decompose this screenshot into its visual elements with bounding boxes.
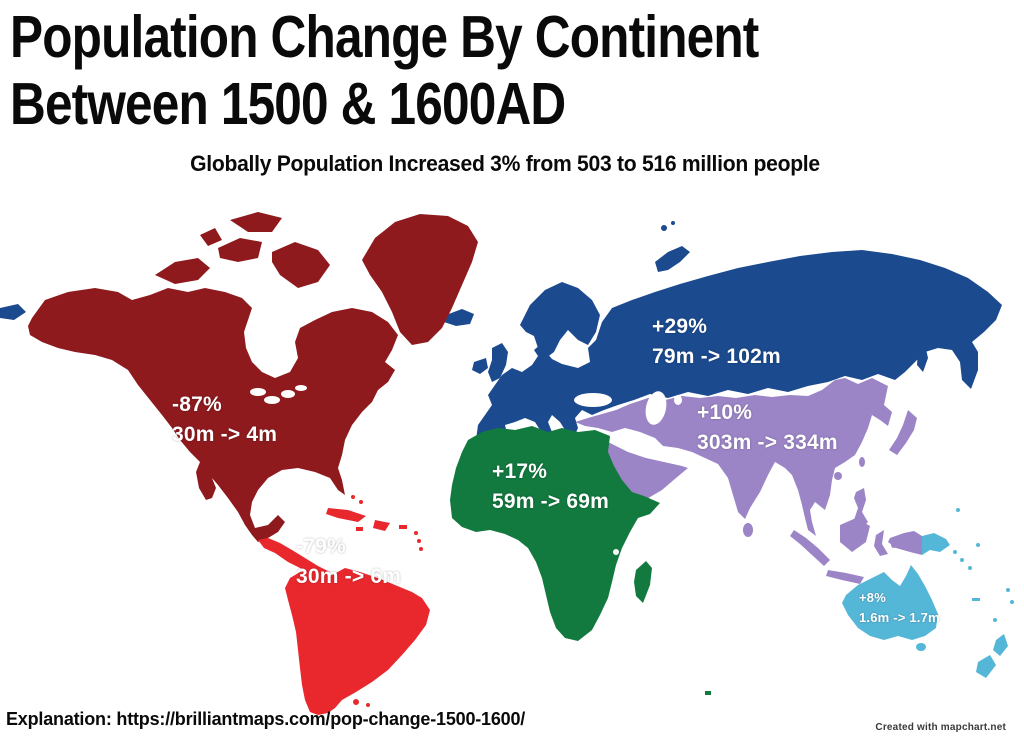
iceland[interactable] xyxy=(444,309,474,326)
siberia-west-wrap[interactable] xyxy=(0,304,26,320)
label-africa: +17% 59m -> 69m xyxy=(492,457,609,517)
world-map-svg xyxy=(0,212,1014,715)
great-lake-2 xyxy=(264,396,280,404)
pacific-island-6[interactable] xyxy=(1010,600,1014,604)
scandinavia[interactable] xyxy=(520,282,600,358)
madagascar[interactable] xyxy=(634,561,652,603)
pacific-island-1[interactable] xyxy=(953,550,957,554)
label-asia: +10% 303m -> 334m xyxy=(697,398,838,458)
antilles-3[interactable] xyxy=(419,547,423,551)
hainan[interactable] xyxy=(834,472,842,480)
pacific-island-7[interactable] xyxy=(993,618,997,622)
af-change: +17% xyxy=(492,460,548,483)
sri-lanka[interactable] xyxy=(743,523,753,537)
eu-change: +29% xyxy=(652,315,708,338)
caspian-sea xyxy=(645,391,667,425)
great-lake-4 xyxy=(295,385,307,391)
bahamas-2[interactable] xyxy=(359,500,363,504)
tasmania[interactable] xyxy=(916,643,926,651)
pacific-island-4[interactable] xyxy=(976,543,980,547)
great-lake-3 xyxy=(281,390,295,398)
explanation-url: Explanation: https://brilliantmaps.com/p… xyxy=(6,709,526,729)
java[interactable] xyxy=(826,570,864,584)
sa-population: 30m -> 6m xyxy=(296,564,402,588)
world-map xyxy=(0,200,1024,746)
new-zealand-south[interactable] xyxy=(976,655,996,678)
central-america[interactable] xyxy=(258,538,330,580)
na-population: 30m -> 4m xyxy=(172,422,278,446)
eu-population: 79m -> 102m xyxy=(652,344,781,368)
greenland[interactable] xyxy=(362,214,478,345)
borneo[interactable] xyxy=(840,518,870,552)
south-america-mainland[interactable] xyxy=(285,568,430,715)
pacific-island-5[interactable] xyxy=(1006,588,1010,592)
baffin-island[interactable] xyxy=(272,242,330,288)
region-south-america[interactable] xyxy=(258,495,430,715)
sa-change: -79% xyxy=(296,535,346,558)
falklands-2[interactable] xyxy=(366,703,370,707)
lake-victoria xyxy=(613,549,619,555)
af-population: 59m -> 69m xyxy=(492,489,609,513)
new-zealand-north[interactable] xyxy=(993,634,1008,656)
new-guinea-east[interactable] xyxy=(922,533,950,555)
region-north-america[interactable] xyxy=(28,212,478,542)
svalbard-2[interactable] xyxy=(671,221,675,225)
black-sea xyxy=(574,393,612,407)
puerto-rico[interactable] xyxy=(399,525,407,529)
africa-mainland[interactable] xyxy=(450,426,660,641)
falklands-1[interactable] xyxy=(353,699,359,705)
svalbard[interactable] xyxy=(661,225,667,231)
label-oceania: +8% 1.6m -> 1.7m xyxy=(859,588,940,627)
japan[interactable] xyxy=(889,410,917,455)
antilles-1[interactable] xyxy=(414,531,418,535)
antilles-2[interactable] xyxy=(417,539,421,543)
kerguelen[interactable] xyxy=(705,691,711,695)
great-britain[interactable] xyxy=(488,343,508,382)
label-europe: +29% 79m -> 102m xyxy=(652,312,781,372)
arctic-island-1[interactable] xyxy=(155,258,210,284)
mapchart-credit: Created with mapchart.net xyxy=(875,722,1006,733)
title-line-1: Population Change By Continent xyxy=(10,4,759,70)
jamaica[interactable] xyxy=(356,527,363,531)
label-south-america: -79% 30m -> 6m xyxy=(296,532,401,592)
sumatra[interactable] xyxy=(790,530,830,566)
na-change: -87% xyxy=(172,393,222,416)
new-guinea-west[interactable] xyxy=(888,531,922,555)
aral-sea xyxy=(674,395,682,405)
ireland[interactable] xyxy=(472,358,488,374)
subtitle: Globally Population Increased 3% from 50… xyxy=(190,151,820,176)
sulawesi[interactable] xyxy=(874,530,888,556)
pacific-island-8[interactable] xyxy=(956,508,960,512)
taiwan[interactable] xyxy=(859,457,865,467)
label-north-america: -87% 30m -> 4m xyxy=(172,390,277,450)
as-change: +10% xyxy=(697,401,753,424)
novaya-zemlya[interactable] xyxy=(655,246,690,272)
pacific-island-3[interactable] xyxy=(968,566,972,570)
page-title: Population Change By Continent Between 1… xyxy=(10,4,759,137)
new-caledonia[interactable] xyxy=(972,598,980,601)
cuba[interactable] xyxy=(326,508,366,522)
australia[interactable] xyxy=(842,565,938,640)
bahamas-1[interactable] xyxy=(351,495,355,499)
title-line-2: Between 1500 & 1600AD xyxy=(10,70,566,137)
hispaniola[interactable] xyxy=(373,520,390,531)
region-oceania[interactable] xyxy=(842,508,1014,678)
region-africa[interactable] xyxy=(450,426,711,695)
oc-change: +8% xyxy=(859,590,886,605)
water-overlays xyxy=(250,385,682,555)
great-lake-1 xyxy=(250,388,266,396)
pacific-island-2[interactable] xyxy=(960,558,964,562)
arctic-island-3[interactable] xyxy=(230,212,282,232)
oc-population: 1.6m -> 1.7m xyxy=(859,609,940,625)
north-america-mainland[interactable] xyxy=(28,288,398,542)
as-population: 303m -> 334m xyxy=(697,430,838,454)
arctic-island-4[interactable] xyxy=(200,228,222,246)
arctic-island-2[interactable] xyxy=(218,238,262,262)
sakhalin[interactable] xyxy=(917,345,928,372)
